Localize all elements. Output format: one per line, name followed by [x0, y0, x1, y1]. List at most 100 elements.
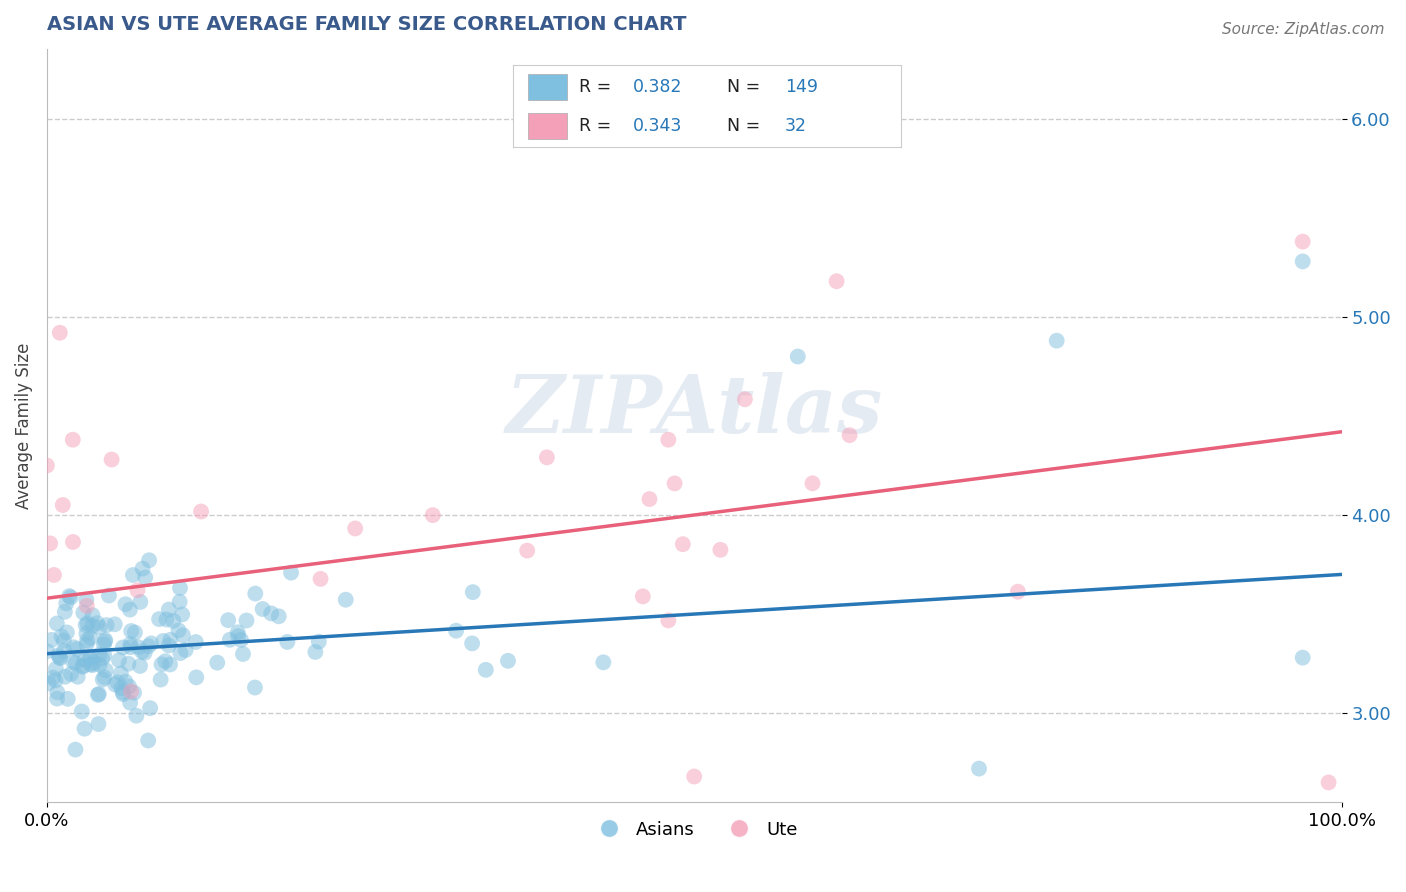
- Point: [114, 597, 136, 611]
- Point: [87, 688, 110, 702]
- Point: [118, 680, 141, 694]
- Point: [148, 612, 170, 626]
- Point: [110, 666, 132, 681]
- Point: [82, 619, 104, 633]
- Point: [149, 673, 172, 687]
- Point: [73, 653, 96, 667]
- Point: [42, 671, 65, 685]
- Point: [93, 670, 115, 684]
- Point: [94, 634, 117, 648]
- Point: [111, 640, 134, 655]
- Point: [91, 673, 114, 687]
- Point: [75, 626, 97, 640]
- Point: [218, 632, 240, 647]
- Point: [129, 659, 152, 673]
- Point: [657, 433, 679, 447]
- Point: [42, 568, 65, 582]
- Point: [72, 606, 94, 620]
- Point: [1292, 254, 1315, 268]
- Point: [184, 635, 207, 649]
- Point: [45, 662, 67, 676]
- Point: [169, 595, 191, 609]
- Point: [62, 640, 84, 655]
- Point: [134, 570, 156, 584]
- Point: [516, 543, 538, 558]
- Point: [70, 705, 93, 719]
- Point: [967, 762, 990, 776]
- Point: [53, 605, 76, 619]
- Point: [79, 631, 101, 645]
- Point: [672, 537, 695, 551]
- Point: [155, 654, 177, 668]
- Point: [39, 536, 62, 550]
- Point: [186, 670, 208, 684]
- Y-axis label: Average Family Size: Average Family Size: [15, 343, 32, 509]
- Point: [169, 646, 191, 660]
- Point: [52, 498, 75, 512]
- Point: [276, 635, 298, 649]
- Point: [657, 614, 679, 628]
- Point: [131, 644, 153, 658]
- Point: [174, 643, 197, 657]
- Point: [76, 616, 98, 631]
- Point: [157, 639, 180, 653]
- Point: [152, 634, 174, 648]
- Point: [592, 656, 614, 670]
- Point: [114, 674, 136, 689]
- Point: [104, 617, 127, 632]
- Point: [86, 616, 108, 631]
- Point: [108, 653, 131, 667]
- Text: ASIAN VS UTE AVERAGE FAMILY SIZE CORRELATION CHART: ASIAN VS UTE AVERAGE FAMILY SIZE CORRELA…: [46, 15, 686, 34]
- Point: [683, 770, 706, 784]
- Point: [308, 634, 330, 648]
- Point: [120, 684, 142, 698]
- Point: [122, 686, 145, 700]
- Point: [267, 609, 290, 624]
- Point: [245, 586, 267, 600]
- Point: [159, 632, 181, 647]
- Point: [79, 657, 101, 672]
- Point: [335, 592, 357, 607]
- Point: [65, 742, 87, 756]
- Point: [44, 673, 66, 688]
- Point: [475, 663, 498, 677]
- Point: [825, 274, 848, 288]
- Point: [82, 608, 104, 623]
- Point: [129, 595, 152, 609]
- Point: [55, 596, 77, 610]
- Point: [49, 326, 72, 340]
- Point: [124, 625, 146, 640]
- Point: [801, 476, 824, 491]
- Point: [167, 624, 190, 638]
- Point: [100, 452, 122, 467]
- Point: [1292, 235, 1315, 249]
- Point: [56, 691, 79, 706]
- Point: [96, 618, 118, 632]
- Point: [1046, 334, 1069, 348]
- Point: [41, 632, 63, 647]
- Point: [125, 708, 148, 723]
- Point: [162, 614, 184, 628]
- Point: [89, 657, 111, 672]
- Point: [444, 624, 467, 638]
- Point: [226, 625, 249, 640]
- Point: [53, 644, 76, 658]
- Point: [58, 589, 80, 603]
- Legend: Asians, Ute: Asians, Ute: [583, 814, 806, 846]
- Point: [49, 651, 72, 665]
- Point: [138, 553, 160, 567]
- Point: [169, 581, 191, 595]
- Point: [461, 636, 484, 650]
- Point: [155, 612, 177, 626]
- Point: [786, 350, 808, 364]
- Point: [73, 722, 96, 736]
- Point: [118, 602, 141, 616]
- Point: [89, 620, 111, 634]
- Point: [112, 687, 135, 701]
- Point: [631, 590, 654, 604]
- Point: [122, 568, 145, 582]
- Point: [709, 542, 731, 557]
- Point: [136, 733, 159, 747]
- Point: [157, 602, 180, 616]
- Point: [120, 624, 142, 638]
